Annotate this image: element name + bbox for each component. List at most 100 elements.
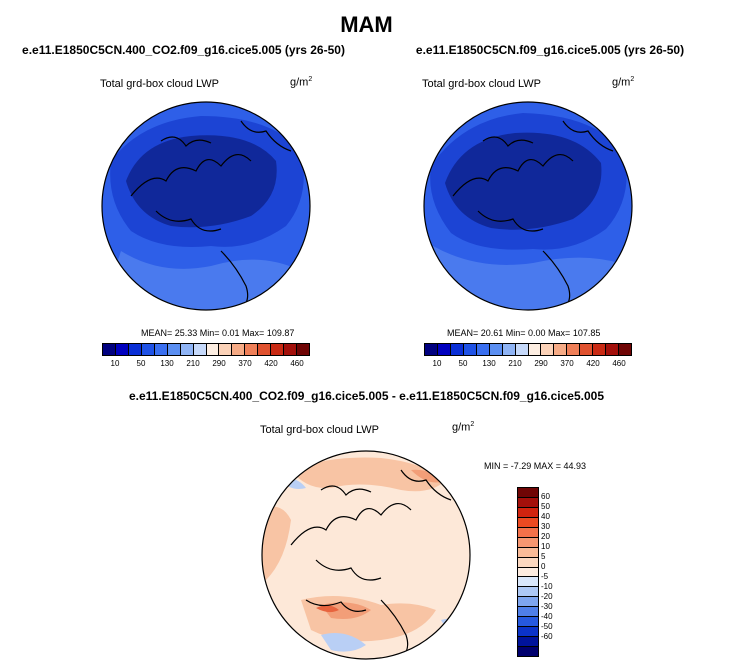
colorbar-swatch <box>180 344 194 355</box>
colorbar-swatch <box>518 617 538 628</box>
colorbar-swatch <box>502 344 516 355</box>
colorbar-tick-label: -5 <box>541 572 549 581</box>
colorbar-swatch <box>518 597 538 608</box>
colorbar-swatch <box>154 344 168 355</box>
colorbar-swatch <box>284 344 298 355</box>
colorbar-tick-label: 50 <box>458 359 468 368</box>
colorbar-swatch <box>541 344 555 355</box>
colorbar-tick-label: 50 <box>136 359 146 368</box>
colorbar-swatch <box>245 344 259 355</box>
diff-panel-units: g/m2 <box>452 421 475 434</box>
panel-2-light-band <box>424 246 632 310</box>
diff-colorbar-ticks: 60 50 40 30 20 10 5 0 -5 -10 -20 -30 -40 -50 -60 <box>541 487 571 657</box>
panel-1-colorbar <box>102 343 310 356</box>
diff-warm-region-2 <box>262 506 291 580</box>
colorbar-tick-label: 370 <box>238 359 252 368</box>
colorbar-swatch <box>219 344 233 355</box>
colorbar-swatch <box>518 607 538 618</box>
colorbar-tick-label: 30 <box>541 522 550 531</box>
diff-panel-map <box>261 450 471 660</box>
colorbar-tick-label: 10 <box>110 359 120 368</box>
colorbar-tick-label: 290 <box>534 359 548 368</box>
diff-cool-region-2 <box>321 632 366 652</box>
panel-2-map <box>423 101 633 311</box>
colorbar-swatch <box>450 344 464 355</box>
colorbar-swatch <box>515 344 529 355</box>
colorbar-tick-label: -20 <box>541 592 553 601</box>
colorbar-tick-label: 210 <box>186 359 200 368</box>
colorbar-tick-label: 50 <box>541 502 550 511</box>
colorbar-tick-label: 10 <box>541 542 550 551</box>
colorbar-swatch <box>206 344 220 355</box>
main-title: MAM <box>340 12 393 37</box>
colorbar-swatch <box>518 488 538 498</box>
colorbar-swatch <box>476 344 490 355</box>
colorbar-swatch <box>271 344 285 355</box>
colorbar-swatch <box>103 344 116 355</box>
panel-2-colorbar-ticks: 10 50 130 210 290 370 420 460 <box>424 359 632 371</box>
panel-2-dark-core <box>445 132 602 230</box>
diff-warm-region-5 <box>316 605 339 613</box>
panel-2-units: g/m2 <box>612 76 635 89</box>
colorbar-swatch <box>518 637 538 647</box>
diff-panel-variable-label: Total grd-box cloud LWP <box>260 424 380 436</box>
diff-warm-region-4 <box>321 602 371 619</box>
colorbar-tick-label: 420 <box>264 359 278 368</box>
colorbar-swatch <box>463 344 477 355</box>
diff-panel-stats: MIN = -7.29 MAX = 44.93 <box>484 461 587 471</box>
colorbar-tick-label: 460 <box>290 359 304 368</box>
colorbar-swatch <box>580 344 594 355</box>
diff-panel-title: e.e11.E1850C5CN.400_CO2.f09_g16.cice5.00… <box>128 389 604 403</box>
colorbar-tick-label: -10 <box>541 582 553 591</box>
panel-2-variable-label: Total grd-box cloud LWP <box>422 78 542 90</box>
colorbar-tick-label: 370 <box>560 359 574 368</box>
colorbar-swatch <box>141 344 155 355</box>
colorbar-swatch <box>437 344 451 355</box>
colorbar-swatch <box>518 577 538 588</box>
colorbar-swatch <box>518 547 538 558</box>
colorbar-swatch <box>593 344 607 355</box>
colorbar-tick-label: 5 <box>541 552 546 561</box>
colorbar-swatch <box>518 647 538 656</box>
colorbar-tick-label: -50 <box>541 622 553 631</box>
colorbar-swatch <box>297 344 309 355</box>
colorbar-swatch <box>528 344 542 355</box>
colorbar-tick-label: 130 <box>482 359 496 368</box>
colorbar-tick-label: 10 <box>432 359 442 368</box>
colorbar-swatch <box>128 344 142 355</box>
colorbar-swatch <box>115 344 129 355</box>
colorbar-swatch <box>232 344 246 355</box>
panel-1-colorbar-ticks: 10 50 130 210 290 370 420 460 <box>102 359 310 371</box>
colorbar-swatch <box>567 344 581 355</box>
diff-colorbar <box>517 487 539 657</box>
panel-1-variable-label: Total grd-box cloud LWP <box>100 78 220 90</box>
colorbar-swatch <box>489 344 503 355</box>
colorbar-tick-label: 210 <box>508 359 522 368</box>
diff-warm-region-6 <box>411 469 441 483</box>
colorbar-tick-label: -30 <box>541 602 553 611</box>
colorbar-swatch <box>518 587 538 598</box>
panel-1-title: e.e11.E1850C5CN.400_CO2.f09_g16.cice5.00… <box>22 43 345 57</box>
colorbar-swatch <box>425 344 438 355</box>
colorbar-swatch <box>258 344 272 355</box>
colorbar-swatch <box>606 344 620 355</box>
colorbar-swatch <box>518 507 538 518</box>
colorbar-tick-label: 290 <box>212 359 226 368</box>
colorbar-swatch <box>518 537 538 548</box>
panel-1-dark-core <box>126 135 277 228</box>
panel-2-stats: MEAN= 20.61 Min= 0.00 Max= 107.85 <box>447 328 601 338</box>
colorbar-tick-label: 20 <box>541 532 550 541</box>
colorbar-tick-label: 60 <box>541 492 550 501</box>
panel-1-stats: MEAN= 25.33 Min= 0.01 Max= 109.87 <box>141 328 295 338</box>
panel-1-units: g/m2 <box>290 76 313 89</box>
colorbar-tick-label: -60 <box>541 632 553 641</box>
colorbar-tick-label: 420 <box>586 359 600 368</box>
panel-1-map <box>101 101 311 311</box>
diff-panel-coastlines <box>290 469 452 659</box>
colorbar-tick-label: 40 <box>541 512 550 521</box>
colorbar-swatch <box>193 344 207 355</box>
colorbar-swatch <box>518 497 538 508</box>
colorbar-swatch <box>619 344 631 355</box>
colorbar-tick-label: 460 <box>612 359 626 368</box>
panel-2-title: e.e11.E1850C5CN.f09_g16.cice5.005 (yrs 2… <box>415 43 685 57</box>
